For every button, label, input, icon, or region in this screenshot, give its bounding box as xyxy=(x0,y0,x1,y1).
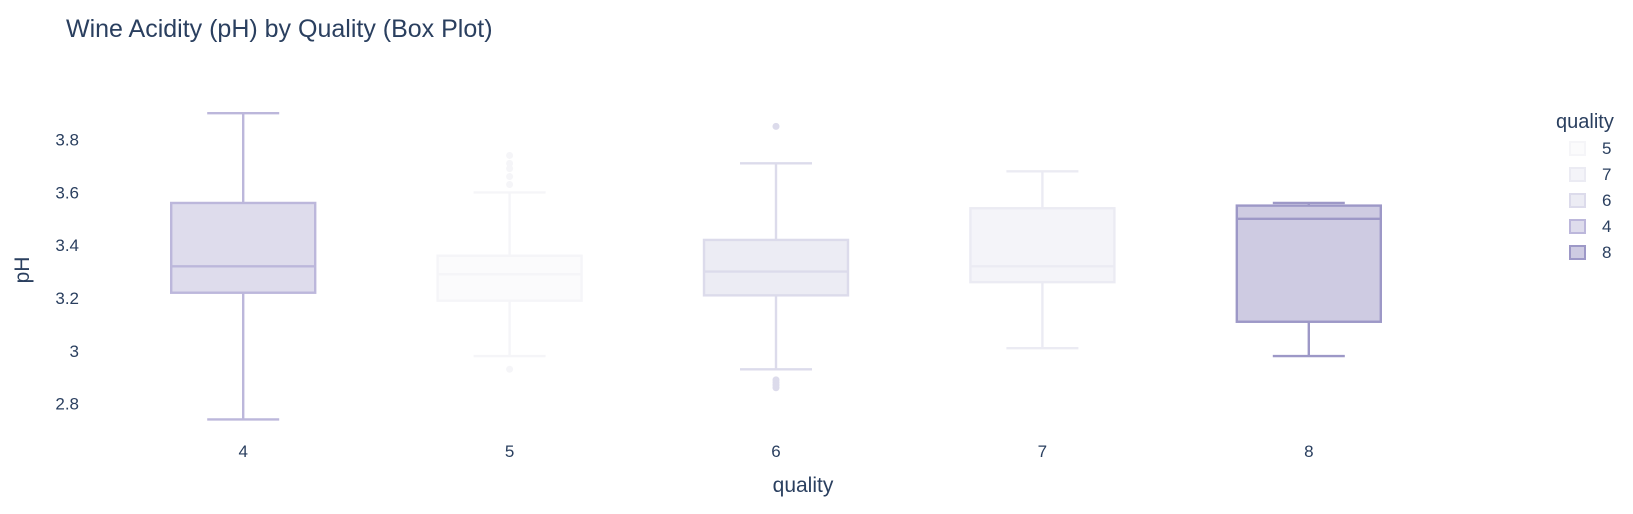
legend-swatch xyxy=(1569,193,1586,208)
x-tick-label: 8 xyxy=(1304,442,1313,461)
box-series-7 xyxy=(969,170,1116,350)
legend-label: 5 xyxy=(1602,139,1611,158)
legend-item[interactable]: 5 xyxy=(1569,139,1611,158)
box-series-group xyxy=(169,111,1383,421)
outlier-point xyxy=(506,151,514,159)
x-tick-label: 6 xyxy=(771,442,780,461)
chart-title: Wine Acidity (pH) by Quality (Box Plot) xyxy=(66,15,493,43)
outlier-point xyxy=(506,173,514,181)
box-series-8 xyxy=(1235,201,1383,358)
box-series-5 xyxy=(436,151,583,373)
legend-swatch xyxy=(1569,141,1586,156)
x-tick-label: 7 xyxy=(1038,442,1047,461)
x-tick-label: 4 xyxy=(238,442,247,461)
outlier-point xyxy=(506,180,514,188)
legend-swatch xyxy=(1569,219,1586,234)
y-tick-label: 3.4 xyxy=(55,236,79,255)
legend-label: 4 xyxy=(1602,217,1611,236)
box-iqr xyxy=(1235,204,1383,323)
box-iqr xyxy=(969,207,1116,284)
outlier-point xyxy=(506,165,514,173)
x-tick-label: 5 xyxy=(505,442,514,461)
legend-swatch xyxy=(1569,167,1586,182)
y-tick-label: 3.8 xyxy=(55,131,79,150)
legend-item[interactable]: 8 xyxy=(1569,243,1611,262)
box-iqr xyxy=(436,254,583,302)
y-tick-label: 3.6 xyxy=(55,183,79,202)
box-iqr xyxy=(169,201,317,294)
outlier-point xyxy=(772,122,780,130)
outlier-point xyxy=(772,384,780,392)
legend-title: quality xyxy=(1556,111,1614,133)
y-tick-label: 3 xyxy=(70,342,79,361)
legend-item[interactable]: 7 xyxy=(1569,165,1611,184)
x-axis-ticks: 4 5 6 7 8 xyxy=(238,442,1313,461)
outlier-point xyxy=(506,159,514,167)
legend-label: 8 xyxy=(1602,243,1611,262)
box-iqr xyxy=(702,238,850,297)
box-series-4 xyxy=(169,111,317,421)
y-axis-ticks: 2.8 3 3.2 3.4 3.6 3.8 xyxy=(55,131,79,414)
legend-item[interactable]: 4 xyxy=(1569,217,1611,236)
legend-swatch xyxy=(1569,245,1586,260)
legend-label: 7 xyxy=(1602,165,1611,184)
x-axis-title: quality xyxy=(773,474,834,497)
legend: quality 5 7 6 4 8 xyxy=(1556,111,1614,262)
box-series-6 xyxy=(702,122,850,392)
y-axis-title: pH xyxy=(11,257,34,284)
outlier-point xyxy=(506,365,514,373)
legend-label: 6 xyxy=(1602,191,1611,210)
y-tick-label: 2.8 xyxy=(55,395,79,414)
y-tick-label: 3.2 xyxy=(55,289,79,308)
legend-item[interactable]: 6 xyxy=(1569,191,1611,210)
